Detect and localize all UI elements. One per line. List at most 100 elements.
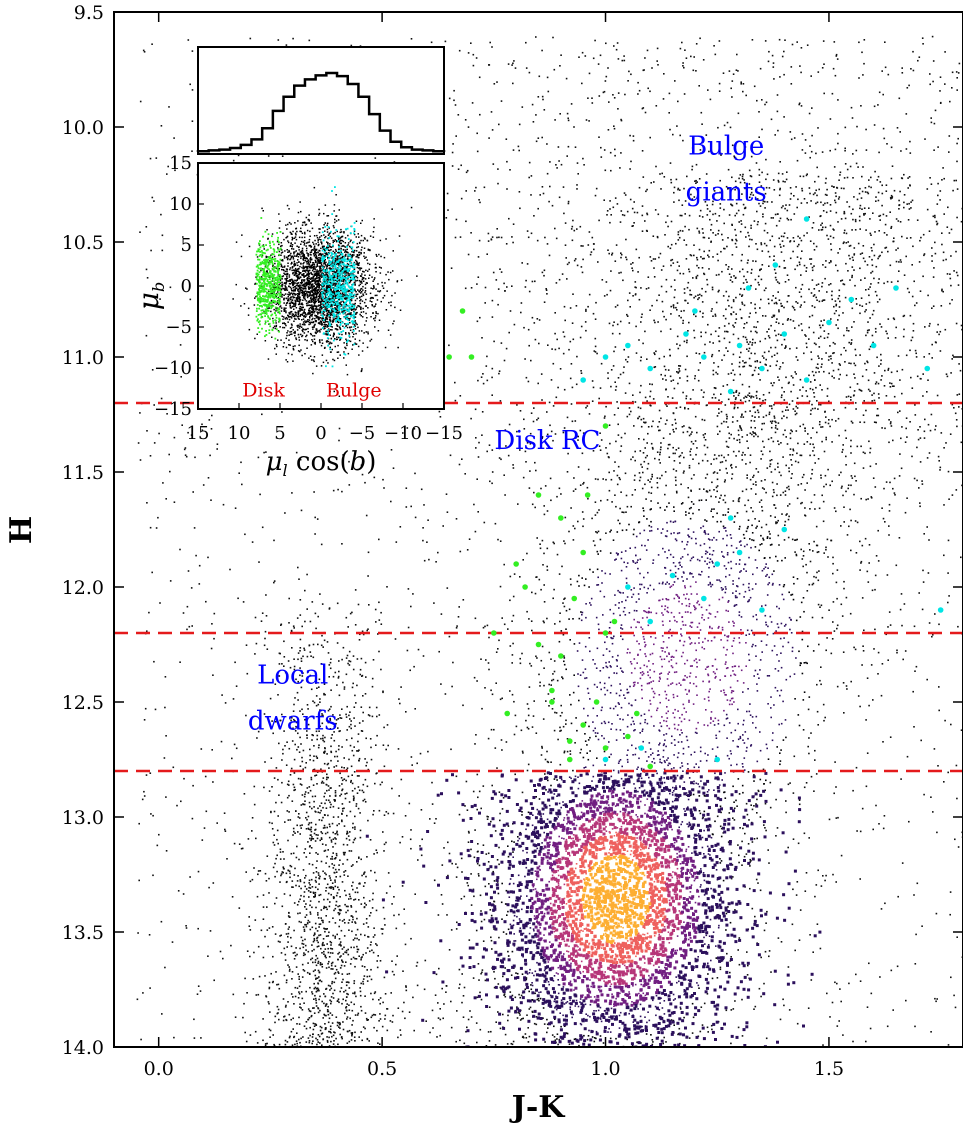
field-star-point (673, 790, 675, 792)
field-star-point (673, 1024, 675, 1026)
field-star-point (279, 848, 282, 851)
field-star-point (302, 713, 304, 715)
field-star-point (741, 763, 744, 765)
field-star-point (144, 305, 146, 307)
field-star-point (822, 500, 825, 503)
field-star-point (836, 597, 838, 600)
field-star-point (667, 396, 669, 398)
field-star-point (564, 542, 566, 545)
field-star-point (371, 715, 374, 718)
field-star-point (777, 462, 779, 465)
field-star-point (265, 615, 268, 617)
field-star-point (842, 1034, 844, 1036)
field-star-point (783, 391, 785, 393)
field-star-point (707, 696, 710, 699)
field-star-point (712, 315, 714, 317)
field-star-point (885, 246, 888, 249)
field-star-point (288, 597, 290, 600)
field-star-point (644, 447, 646, 449)
field-star-point (641, 466, 643, 468)
field-star-point (665, 388, 667, 391)
field-star-point (698, 642, 700, 644)
field-star-point (658, 694, 661, 696)
field-star-point (838, 196, 841, 198)
field-star-point (770, 707, 772, 709)
field-star-point (909, 140, 911, 143)
field-star-point (755, 481, 757, 483)
field-star-point (143, 790, 145, 793)
field-star-point (280, 934, 282, 937)
field-star-point (646, 454, 648, 457)
field-star-point (825, 177, 827, 180)
field-star-point (602, 817, 605, 819)
field-star-point (633, 658, 636, 660)
field-star-point (350, 723, 352, 726)
field-star-point (300, 1007, 302, 1009)
field-star-point (818, 229, 820, 231)
field-star-point (552, 678, 555, 681)
field-star-point (342, 843, 345, 846)
field-star-point (674, 998, 676, 1000)
field-star-point (498, 846, 500, 849)
field-star-point (850, 680, 852, 683)
field-star-point (295, 966, 298, 968)
field-star-point (466, 169, 469, 172)
field-star-point (689, 517, 692, 520)
field-star-point (746, 348, 748, 350)
field-star-point (748, 659, 751, 661)
field-star-point (339, 912, 341, 915)
field-star-point (566, 1001, 569, 1003)
field-star-point (666, 405, 668, 407)
field-star-point (836, 685, 839, 688)
field-star-point (294, 730, 297, 732)
field-star-point (815, 366, 818, 369)
field-star-point (550, 956, 553, 959)
field-star-point (354, 694, 356, 697)
field-star-point (308, 1040, 311, 1042)
field-star-point (676, 877, 678, 880)
field-star-point (751, 808, 754, 811)
field-star-point (663, 777, 665, 779)
field-star-point (542, 718, 545, 720)
field-star-point (550, 499, 552, 502)
field-star-point (621, 628, 624, 630)
field-star-point (459, 1039, 461, 1042)
field-star-point (660, 725, 663, 728)
field-star-point (137, 932, 139, 934)
field-star-point (695, 70, 697, 72)
field-star-point (199, 990, 202, 992)
field-star-point (509, 878, 512, 880)
field-star-point (811, 134, 813, 137)
field-star-point (298, 1023, 301, 1025)
field-star-point (928, 230, 931, 232)
field-star-point (399, 702, 401, 705)
field-star-point (317, 988, 320, 991)
field-star-point (826, 194, 828, 196)
field-star-point (253, 951, 255, 954)
field-star-point (681, 616, 683, 618)
field-star-point (317, 703, 320, 706)
field-star-point (356, 951, 359, 953)
field-star-point (754, 518, 756, 520)
field-star-point (509, 991, 512, 993)
field-star-point (790, 66, 793, 68)
field-star-point (491, 471, 494, 473)
field-star-point (845, 685, 848, 687)
field-star-point (715, 496, 717, 498)
field-star-point (568, 959, 571, 961)
field-star-point (765, 158, 767, 161)
field-star-point (487, 852, 490, 855)
field-star-point (742, 682, 745, 684)
field-star-point (628, 993, 630, 995)
field-star-point (613, 350, 615, 353)
field-star-point (801, 189, 804, 192)
field-star-point (765, 621, 767, 624)
field-star-point (688, 214, 691, 217)
field-star-point (291, 740, 294, 742)
field-star-point (755, 394, 758, 397)
field-star-point (618, 703, 620, 705)
field-star-point (313, 937, 316, 940)
field-star-point (298, 813, 300, 815)
field-star-point (683, 340, 686, 343)
field-star-point (341, 973, 344, 975)
